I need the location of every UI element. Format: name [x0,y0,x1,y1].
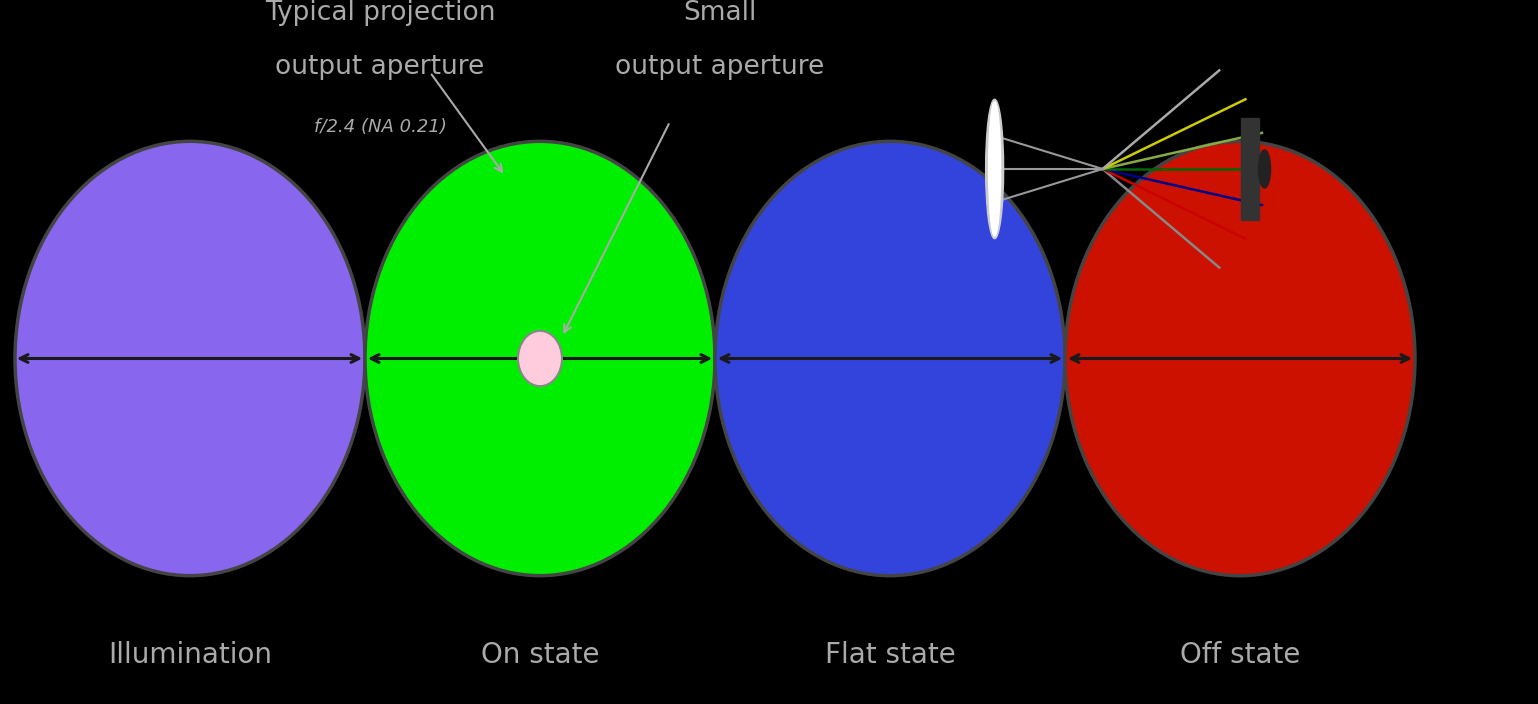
Text: output aperture: output aperture [275,54,484,80]
Ellipse shape [1258,150,1270,188]
Bar [1241,118,1258,220]
Text: Illumination: Illumination [108,641,272,669]
Ellipse shape [986,99,1004,239]
Ellipse shape [1064,142,1415,576]
Ellipse shape [989,102,1001,236]
Ellipse shape [15,142,365,576]
Ellipse shape [518,331,561,386]
Ellipse shape [365,142,715,576]
Text: output aperture: output aperture [615,54,824,80]
Text: Flat state: Flat state [824,641,955,669]
Text: On state: On state [481,641,600,669]
Ellipse shape [715,142,1064,576]
Text: Typical projection: Typical projection [265,0,495,26]
Text: Small: Small [683,0,757,26]
Text: Off state: Off state [1180,641,1300,669]
Text: f/2.4 (NA 0.21): f/2.4 (NA 0.21) [314,118,446,136]
